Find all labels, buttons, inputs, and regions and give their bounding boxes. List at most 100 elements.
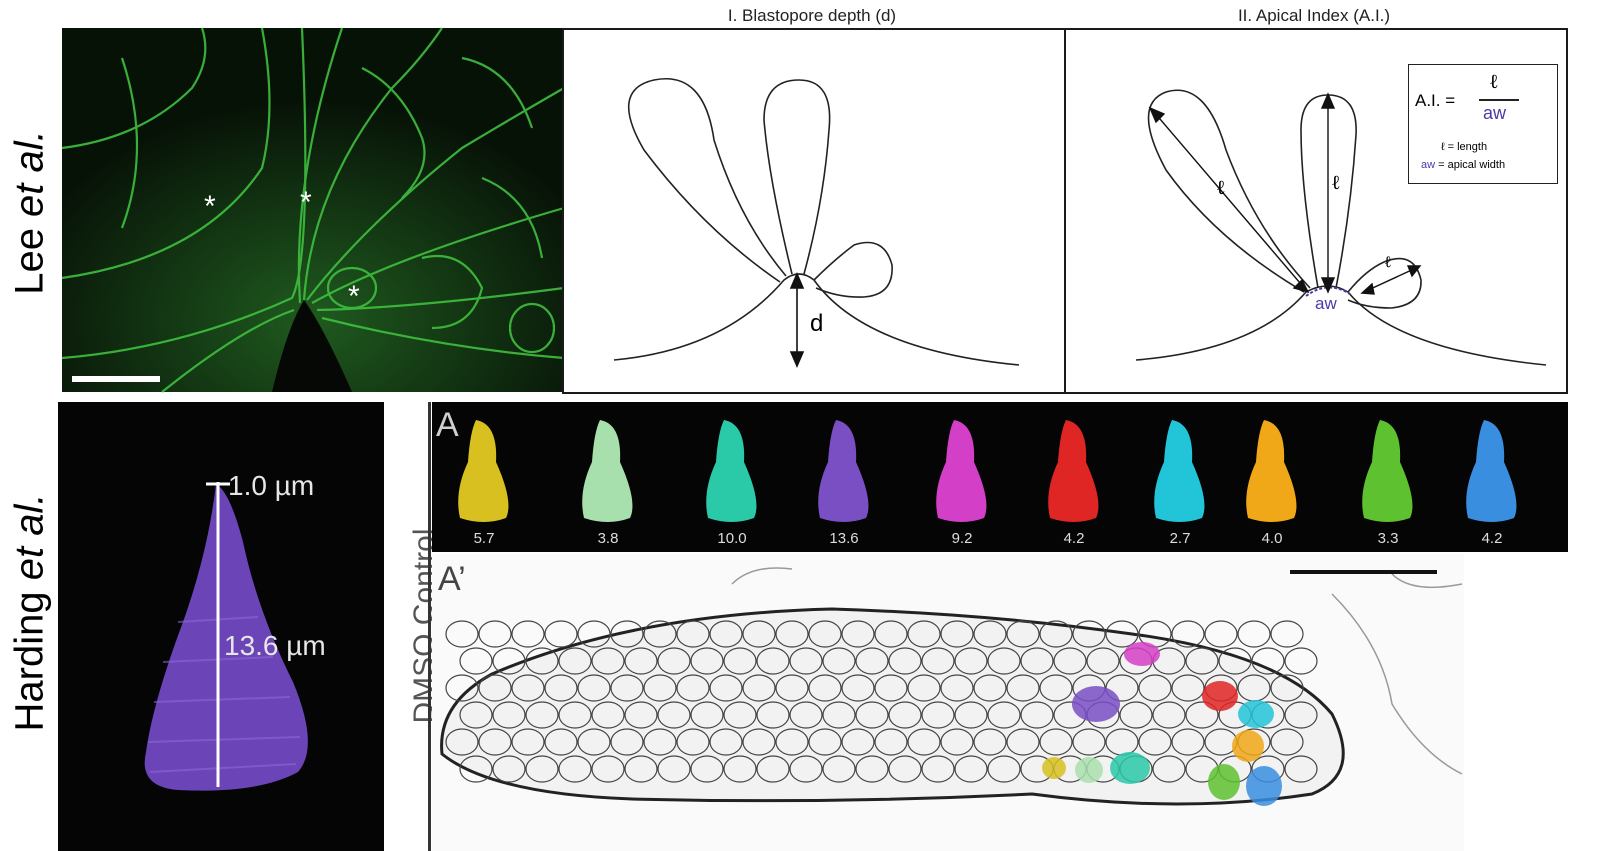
membrane-cell-49 [1185,647,1219,675]
membrane-cell-82 [558,701,592,729]
membrane-cell-40 [888,647,922,675]
membrane-cell-93 [921,701,955,729]
membrane-cell-53 [445,674,479,702]
membrane-cell-136 [624,755,658,783]
membrane-cell-126 [1138,728,1172,756]
purple-cell-render: 1.0 µm 13.6 µm [58,402,384,851]
highlighted-cell-7 [1238,700,1274,728]
cell-value-4: 13.6 [829,530,859,547]
membrane-cell-101 [1185,701,1219,729]
apical-width-label: aw [1315,294,1337,313]
membrane-cell-58 [610,674,644,702]
segmented-cell-3 [706,420,757,522]
length-label: 13.6 µm [224,630,326,661]
membrane-cell-56 [544,674,578,702]
membrane-cell-75 [1171,674,1205,702]
segmented-cell-7 [1154,420,1205,522]
membrane-cell-29 [525,647,559,675]
membrane-cell-140 [756,755,790,783]
membrane-cell-144 [888,755,922,783]
membrane-cell-4 [544,620,578,648]
membrane-cell-68 [940,674,974,702]
formula-numerator: ℓ [1489,69,1499,93]
panel-i-title: I. Blastopore depth (d) [727,6,897,25]
membrane-cell-35 [723,647,757,675]
membrane-cell-24 [1204,620,1238,648]
membrane-cell-135 [591,755,625,783]
membrane-cell-109 [577,728,611,756]
membrane-cell-90 [822,701,856,729]
membrane-cell-156 [1284,755,1318,783]
membrane-cell-105 [445,728,479,756]
membrane-cell-80 [492,701,526,729]
legend-aw-text: = apical width [1435,159,1506,171]
membrane-cell-60 [676,674,710,702]
membrane-cell-117 [841,728,875,756]
membrane-cell-17 [973,620,1007,648]
membrane-cell-54 [478,674,512,702]
membrane-cell-81 [525,701,559,729]
asterisk-3: * [348,280,360,313]
membrane-cell-30 [558,647,592,675]
membrane-cell-32 [624,647,658,675]
panel-a-prime-letter: A’ [438,560,466,598]
membrane-cell-139 [723,755,757,783]
cell-value-8: 4.0 [1261,530,1283,547]
membrane-cell-147 [987,755,1021,783]
panel-i-box: d [562,28,1066,394]
membrane-cell-88 [756,701,790,729]
highlighted-cell-1 [1042,757,1066,779]
highlighted-cell-2 [1075,757,1103,783]
membrane-cell-104 [1284,701,1318,729]
formula-denominator: aw [1483,103,1507,123]
panel-ii-title: II. Apical Index (A.I.) [1237,6,1391,25]
membrane-cell-64 [808,674,842,702]
membrane-cell-16 [940,620,974,648]
membrane-cell-45 [1053,647,1087,675]
highlighted-cell-6 [1202,681,1238,711]
membrane-cell-87 [723,701,757,729]
cell-value-3: 10.0 [717,530,747,547]
cell-value-10: 4.2 [1481,530,1503,547]
membrane-cell-134 [558,755,592,783]
highlighted-cell-3 [1110,752,1150,784]
segmented-cell-6 [1048,420,1099,522]
membrane-cell-113 [709,728,743,756]
formula-fraction-bar [1479,99,1519,101]
membrane-cell-130 [1270,728,1304,756]
membrane-cell-5 [577,620,611,648]
membrane-cell-118 [874,728,908,756]
membrane-cell-96 [1020,701,1054,729]
membrane-cell-15 [907,620,941,648]
blastopore-depth-diagram [613,78,1020,369]
membrane-cell-69 [973,674,1007,702]
membrane-cell-62 [742,674,776,702]
membrane-cell-10 [742,620,776,648]
membrane-cell-95 [987,701,1021,729]
membrane-cell-100 [1152,701,1186,729]
membrane-cell-26 [1270,620,1304,648]
membrane-cell-59 [643,674,677,702]
apical-index-diagram [1135,89,1547,366]
length-label-right: ℓ [1384,252,1392,271]
length-label-left: ℓ [1216,175,1226,199]
membrane-cell-57 [577,674,611,702]
legend-aw-key: aw [1421,159,1436,171]
membrane-cell-115 [775,728,809,756]
cell-value-6: 4.2 [1063,530,1085,547]
cell-value-1: 5.7 [473,530,495,547]
membrane-cell-9 [709,620,743,648]
membrane-cell-89 [789,701,823,729]
asterisk-2: * [300,186,312,219]
membrane-cell-52 [1284,647,1318,675]
membrane-cell-111 [643,728,677,756]
membrane-cell-71 [1039,674,1073,702]
membrane-cell-112 [676,728,710,756]
legend-apical-width: aw = apical width [1421,159,1505,171]
membrane-cell-152 [1152,755,1186,783]
membrane-cell-120 [940,728,974,756]
membrane-cell-3 [511,620,545,648]
membrane-cell-42 [954,647,988,675]
membrane-cell-114 [742,728,776,756]
membrane-cell-94 [954,701,988,729]
